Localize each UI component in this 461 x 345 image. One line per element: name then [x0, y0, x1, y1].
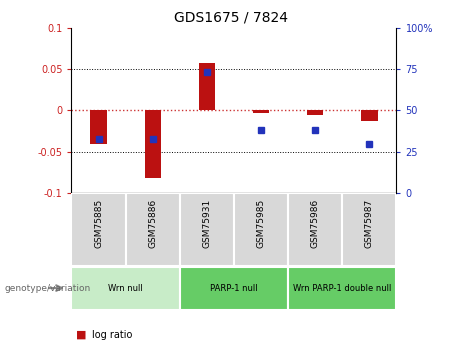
Text: GSM75931: GSM75931 [202, 199, 212, 248]
Bar [71, 193, 125, 266]
Bar [125, 193, 180, 266]
Bar [90, 110, 106, 144]
Text: GSM75987: GSM75987 [365, 199, 374, 248]
Text: Wrn null: Wrn null [108, 284, 143, 293]
Bar [145, 110, 161, 178]
Text: GSM75986: GSM75986 [311, 199, 320, 248]
Text: GSM75985: GSM75985 [256, 199, 266, 248]
Bar [180, 193, 234, 266]
Bar [199, 63, 215, 110]
Bar [342, 193, 396, 266]
Text: GDS1675 / 7824: GDS1675 / 7824 [173, 10, 288, 24]
Text: log ratio: log ratio [92, 330, 133, 339]
Bar [288, 267, 396, 309]
Text: Wrn PARP-1 double null: Wrn PARP-1 double null [293, 284, 391, 293]
Text: ■: ■ [76, 330, 87, 339]
Text: GSM75885: GSM75885 [94, 199, 103, 248]
Text: genotype/variation: genotype/variation [5, 284, 91, 293]
Bar [361, 110, 378, 121]
Bar [234, 193, 288, 266]
Bar [288, 193, 342, 266]
Text: PARP-1 null: PARP-1 null [210, 284, 258, 293]
Bar [71, 267, 180, 309]
Bar [253, 110, 269, 113]
Text: GSM75886: GSM75886 [148, 199, 157, 248]
Bar [307, 110, 323, 115]
Bar [180, 267, 288, 309]
